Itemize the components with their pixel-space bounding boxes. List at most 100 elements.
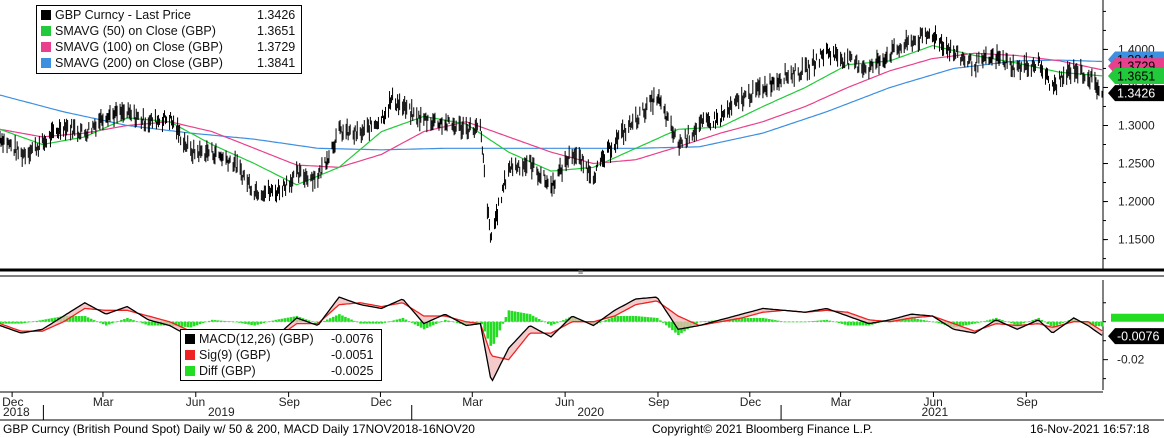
macd-diff-bar (622, 316, 626, 322)
macd-diff-bar (350, 319, 353, 322)
macd-diff-bar (20, 321, 23, 324)
macd-diff-bar (256, 321, 259, 325)
macd-diff-bar (646, 317, 650, 322)
macd-diff-bar (292, 316, 296, 322)
macd-diff-bar (268, 321, 272, 322)
macd-diff-bar (216, 320, 220, 322)
macd-diff-bar (44, 319, 48, 322)
price-legend-row: SMAVG (200) on Close (GBP) 1.3841 (37, 55, 301, 71)
x-axis-month-label: Mar (831, 395, 852, 409)
macd-diff-bar (186, 321, 190, 328)
macd-diff-bar (528, 314, 532, 322)
macd-legend-swatch (185, 350, 195, 360)
macd-diff-bar (395, 319, 399, 322)
price-legend-row: GBP Curncy - Last Price 1.3426 (37, 7, 301, 23)
macd-diff-bar (1046, 321, 1050, 325)
macd-diff-bar (658, 320, 662, 322)
macd-diff-bar (86, 317, 90, 322)
macd-diff-bar (422, 321, 426, 330)
macd-diff-bar (356, 321, 359, 323)
price-y-tick-label: 1.2000 (1118, 195, 1155, 209)
macd-diff-bar (180, 321, 184, 327)
macd-diff-bar (407, 321, 411, 322)
footer-copyright: Copyright© 2021 Bloomberg Finance L.P. (652, 422, 873, 436)
macd-diff-bar (640, 316, 644, 322)
macd-diff-bar (453, 321, 456, 323)
macd-diff-bar (513, 311, 517, 322)
macd-diff-bar (858, 321, 862, 326)
price-sma-line (0, 59, 1103, 151)
macd-diff-bar (392, 320, 396, 322)
macd-diff-bar (425, 321, 429, 328)
macd-diff-bar (786, 321, 789, 323)
macd-diff-bar (419, 321, 423, 328)
macd-diff-bar (5, 321, 8, 324)
macd-diff-bar (238, 321, 241, 323)
macd-diff-bar (904, 318, 907, 322)
macd-diff-bar (150, 321, 153, 326)
macd-diff-bar (607, 318, 611, 322)
macd-diff-bar (377, 321, 381, 324)
macd-diff-bar (80, 316, 84, 322)
price-legend-row: SMAVG (50) on Close (GBP) 1.3651 (37, 23, 301, 39)
macd-diff-bar (540, 320, 544, 322)
price-legend-row: SMAVG (100) on Close (GBP) 1.3729 (37, 39, 301, 55)
macd-legend-value: -0.0025 (331, 364, 374, 378)
macd-diff-bar (486, 321, 490, 339)
macd-diff-bar (625, 316, 629, 322)
macd-diff-bar (610, 317, 614, 322)
macd-diff-bar (1064, 321, 1068, 323)
x-axis-year-label: 2019 (208, 405, 235, 419)
macd-diff-bar (347, 318, 350, 322)
macd-diff-bar (492, 321, 496, 344)
macd-diff-bar (801, 321, 804, 323)
macd-diff-bar (931, 321, 935, 323)
macd-diff-bar (746, 317, 750, 322)
macd-legend: MACD(12,26) (GBP) -0.0076 Sig(9) (GBP) -0.0… (180, 329, 382, 381)
macd-diff-bar (17, 321, 20, 324)
macd-diff-bar (480, 321, 483, 325)
macd-diff-bar (1100, 321, 1104, 327)
macd-diff-bar (213, 320, 217, 322)
macd-y-tick-label: -0.02 (1117, 353, 1145, 367)
macd-diff-bar (504, 317, 508, 322)
price-y-tick-label: 1.2500 (1118, 157, 1155, 171)
macd-diff-bar (123, 319, 126, 322)
macd-diff-bar (810, 321, 813, 322)
macd-diff-bar (601, 321, 605, 322)
macd-diff-bar (522, 313, 526, 322)
macd-diff-bar (147, 321, 150, 326)
macd-diff-bar (0, 321, 2, 324)
macd-diff-bar (649, 317, 653, 322)
macd-diff-bar (444, 319, 447, 322)
macd-diff-bar (767, 319, 771, 322)
macd-diff-bar (2, 321, 5, 324)
macd-diff-bar (834, 321, 838, 323)
macd-diff-bar (1052, 321, 1056, 327)
macd-legend-row: MACD(12,26) (GBP) -0.0076 (181, 331, 381, 347)
macd-diff-bar (928, 321, 932, 322)
macd-diff-bar (764, 318, 768, 322)
macd-diff-bar (489, 321, 493, 346)
macd-diff-bar (662, 321, 665, 323)
macd-signal-line (0, 300, 1103, 361)
price-legend: GBP Curncy - Last Price 1.3426 SMAVG (50) … (36, 5, 302, 74)
macd-diff-bar (752, 317, 756, 322)
macd-diff-bar (35, 320, 38, 322)
macd-diff-bar (307, 320, 311, 322)
macd-diff-bar (979, 321, 983, 323)
macd-diff-bar (98, 321, 102, 323)
macd-signal-gap-shading (0, 297, 1103, 381)
macd-diff-bar (831, 321, 835, 322)
macd-diff-bar (495, 321, 499, 338)
macd-diff-bar (755, 317, 759, 322)
macd-diff-bar (383, 321, 387, 323)
macd-diff-bar (546, 321, 550, 324)
macd-diff-bar (1037, 317, 1041, 322)
macd-diff-bar (1043, 321, 1047, 323)
macd-diff-bar (204, 321, 208, 323)
macd-line (0, 296, 1103, 382)
macd-diff-bar (913, 318, 916, 322)
macd-diff-bar (241, 321, 244, 324)
macd-diff-bar (919, 319, 922, 322)
